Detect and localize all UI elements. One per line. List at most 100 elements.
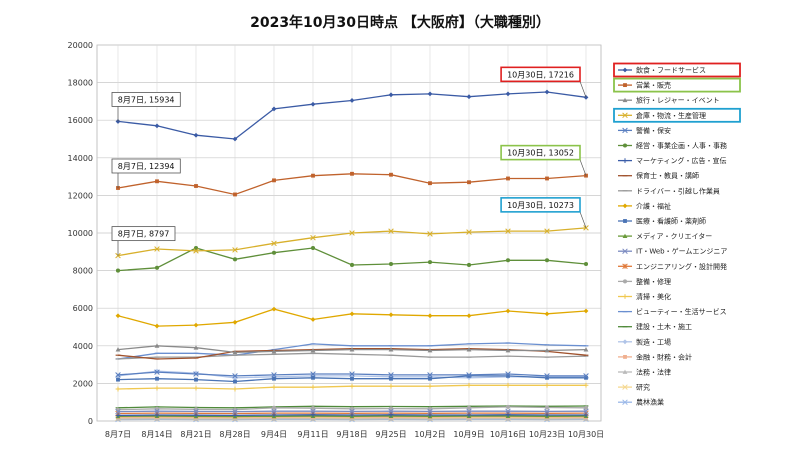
data-point [388,261,394,267]
data-point [155,376,159,381]
legend-label: ドライバー・引越し作業員 [636,186,720,195]
callout-label: 8月7日, 15934 [118,95,175,104]
legend-label: 法務・法律 [636,368,671,377]
data-point [388,412,394,418]
data-point [622,143,628,148]
legend-label: 農林漁業 [636,398,664,407]
data-point [623,83,627,88]
data-point [310,317,316,322]
data-point [272,376,276,381]
callout-box [500,66,581,83]
series-16 [115,382,589,392]
series-9 [115,352,589,360]
legend-label: 建設・土木・施工 [636,322,692,331]
x-tick-label: 10月30日 [568,430,604,439]
data-point [311,375,315,380]
series-7 [115,412,589,418]
data-point [466,405,472,410]
data-point [154,385,160,391]
data-point [466,347,472,352]
data-point [232,373,238,379]
data-point [583,382,589,388]
callout: 10月30日, 13052 [500,144,587,176]
data-point [115,386,121,392]
legend-label: 製造・工場 [636,337,671,346]
callout-label: 10月30日, 10273 [507,201,574,210]
legend-item: 飲食・フードサービス [613,62,741,78]
data-point [349,311,355,317]
data-point [310,101,316,107]
legend-label: ビューティー・生活サービス [636,307,727,316]
callouts: 8月7日, 15934 8月7日, 12394 8月7日, 8797 10月30日, … [111,66,587,256]
callout: 10月30日, 10273 [500,197,587,228]
y-tick-label: 6000 [73,304,93,313]
legend-label: 営業・販売 [636,81,671,90]
data-point [584,375,588,380]
legend-item: ドライバー・引越し作業員 [618,186,720,195]
data-point [310,246,316,251]
data-point [349,262,355,267]
series-group [115,89,589,423]
data-point [271,372,277,378]
data-point [427,408,433,415]
data-point [505,91,511,97]
callout: 8月7日, 15934 [111,92,181,122]
data-point [389,376,393,381]
data-point [233,192,237,197]
legend-label: 整備・修理 [636,277,671,286]
data-point [467,180,471,185]
data-point [505,371,511,377]
data-point [505,412,511,418]
data-point [622,263,628,270]
data-point [232,136,238,142]
data-point [193,322,199,328]
data-point [232,257,238,262]
data-point [154,323,160,329]
legend-item: マーケティング・広告・宣伝 [618,156,726,165]
data-point [466,382,472,388]
data-point [310,406,316,411]
data-point [193,370,199,376]
legend-item: ビューティー・生活サービス [618,307,727,316]
data-point [544,258,550,263]
y-tick-label: 20000 [68,41,93,50]
x-tick-label: 8月7日 [105,430,131,439]
data-point [232,386,238,392]
data-point [466,262,472,267]
data-point [154,123,160,129]
data-point [232,408,238,415]
data-point [544,405,550,410]
data-point [623,219,627,223]
x-tick-label: 10月2日 [414,430,445,439]
legend: 飲食・フードサービス営業・販売旅行・レジャー・イベント倉庫・物流・生産管理警備・… [613,62,741,407]
data-point [427,383,433,389]
series-13 [115,408,589,415]
data-point [310,371,316,377]
legend-label: 警備・保安 [636,126,671,135]
data-point [622,294,628,299]
data-point [271,408,277,414]
callout-box [111,92,181,107]
legend-item: 営業・販売 [613,77,741,93]
data-point [505,404,511,409]
data-point [622,67,628,73]
legend-label: 旅行・レジャー・イベント [636,96,720,105]
data-point [154,265,160,270]
data-point [544,311,550,317]
callout-label: 8月7日, 8797 [118,230,170,239]
chart-title: 2023年10月30日時点 【大阪府】（大職種別） [250,14,550,31]
data-point [350,171,354,176]
legend-label: 清掃・美化 [636,292,671,301]
data-point [388,372,394,378]
callout-label: 10月30日, 13052 [507,149,574,158]
data-point [310,384,316,390]
callout: 8月7日, 12394 [111,158,181,188]
data-point [155,179,159,184]
data-point [545,176,549,181]
legend-item: 旅行・レジャー・イベント [618,96,720,105]
x-tick-label: 10月16日 [490,430,526,439]
data-point [622,233,628,239]
data-point [232,319,238,325]
data-point [349,408,355,415]
data-point [193,345,199,350]
